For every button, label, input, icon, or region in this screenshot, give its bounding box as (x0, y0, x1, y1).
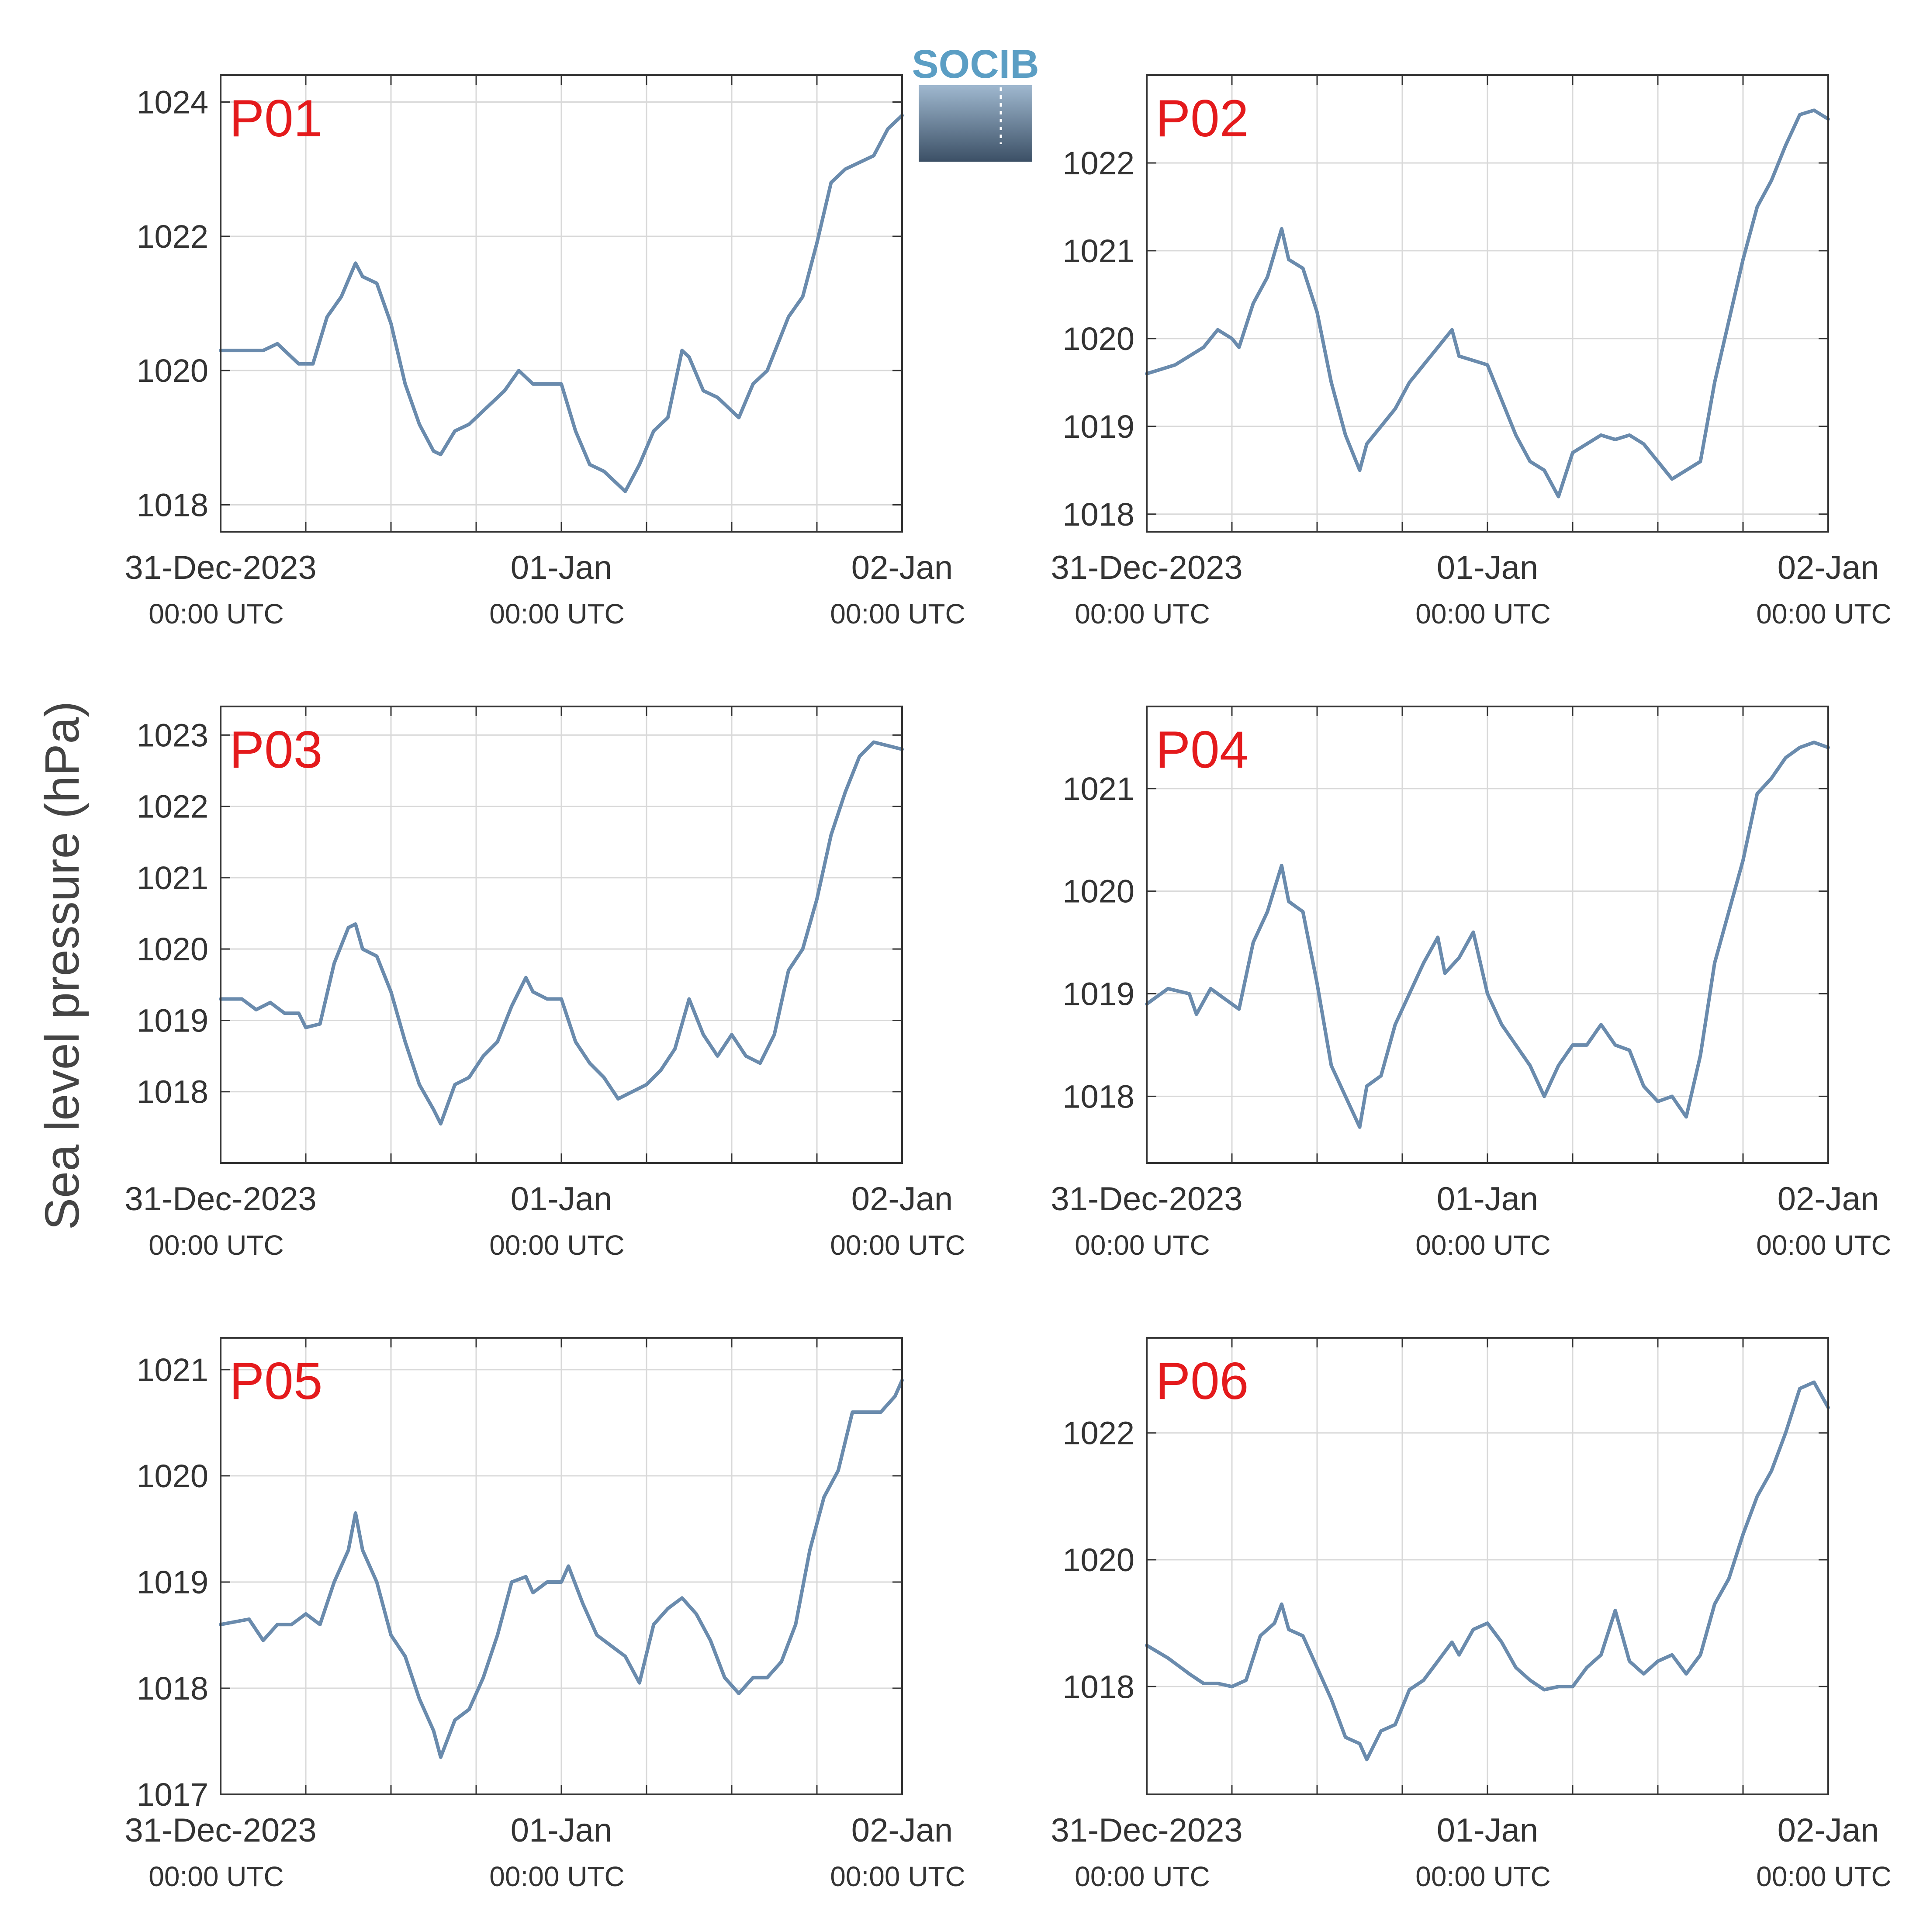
y-tick-label: 1021 (136, 860, 208, 896)
panel-label: P03 (229, 720, 323, 779)
x-tick-label-date: 02-Jan (851, 549, 953, 586)
logo-block (919, 85, 1032, 162)
y-tick-label: 1018 (136, 1074, 208, 1110)
series-line (1145, 1380, 1830, 1762)
x-tick-label-time: 00:00 UTC (149, 598, 284, 630)
x-tick-label-time: 00:00 UTC (1415, 1229, 1550, 1261)
y-tick-label: 1024 (136, 84, 208, 120)
y-tick-label: 1019 (136, 1002, 208, 1039)
axes-frame (220, 74, 903, 533)
x-tick-label-time: 00:00 UTC (1415, 1861, 1550, 1892)
y-tick-label: 1019 (1062, 409, 1134, 445)
x-tick-label-date: 02-Jan (1778, 549, 1879, 586)
panel-label: P05 (229, 1352, 323, 1410)
x-tick-label-date: 01-Jan (1437, 549, 1538, 586)
x-tick-label-date: 02-Jan (1778, 1812, 1879, 1849)
panel-p04: 1018 1019 1020 1021 P04 31-Dec-2023 00:00 UTC 0… (1051, 706, 1892, 1261)
x-tick-label-time: 00:00 UTC (830, 598, 965, 630)
y-tick-label: 1020 (1062, 321, 1134, 357)
y-tick-label: 1021 (1062, 771, 1134, 807)
panel-label: P06 (1155, 1352, 1249, 1410)
panel-label: P04 (1155, 720, 1249, 779)
series-line (1145, 108, 1830, 499)
x-tick-label-date: 02-Jan (1778, 1181, 1879, 1218)
x-tick-label-date: 02-Jan (851, 1181, 953, 1218)
x-tick-label-time: 00:00 UTC (489, 598, 624, 630)
y-axis-label: Sea level pressure (hPa) (35, 701, 89, 1230)
x-tick-label-time: 00:00 UTC (830, 1229, 965, 1261)
y-tick-label: 1018 (136, 1670, 208, 1707)
x-tick-label-date: 01-Jan (511, 1812, 612, 1849)
x-tick-label-time: 00:00 UTC (1756, 1229, 1891, 1261)
x-tick-label-time: 00:00 UTC (1756, 598, 1891, 630)
panels: 1018 1020 1022 1024 P01 31-Dec-2023 00:00 UTC 0… (125, 74, 1892, 1892)
axes-frame (1146, 706, 1829, 1164)
y-tick-label: 1021 (1062, 233, 1134, 269)
x-tick-label-time: 00:00 UTC (1075, 1861, 1210, 1892)
axes-frame (220, 706, 903, 1164)
x-tick-label-date: 31-Dec-2023 (125, 1181, 316, 1218)
y-tick-label: 1022 (136, 218, 208, 255)
y-tick-label: 1020 (136, 353, 208, 389)
panel-p03: 1018 1019 1020 1021 1022 1023 P03 31-Dec-2023 00… (125, 706, 965, 1261)
x-tick-label-date: 31-Dec-2023 (1051, 1812, 1242, 1849)
x-tick-label-date: 01-Jan (511, 549, 612, 586)
logo-text: SOCIB (912, 42, 1039, 87)
y-tick-label: 1018 (1062, 1669, 1134, 1705)
y-tick-label: 1019 (136, 1564, 208, 1600)
x-tick-label-date: 02-Jan (851, 1812, 953, 1849)
x-tick-label-time: 00:00 UTC (489, 1861, 624, 1892)
x-tick-label-date: 31-Dec-2023 (1051, 549, 1242, 586)
y-tick-label: 1017 (136, 1776, 208, 1813)
x-tick-label-time: 00:00 UTC (1075, 598, 1210, 630)
axes-frame (220, 1337, 903, 1795)
x-tick-label-time: 00:00 UTC (1756, 1861, 1891, 1892)
panel-label: P01 (229, 89, 323, 148)
y-tick-label: 1018 (136, 487, 208, 523)
y-tick-label: 1019 (1062, 976, 1134, 1012)
x-tick-label-date: 31-Dec-2023 (125, 1812, 316, 1849)
series-line (219, 1378, 904, 1759)
x-tick-label-time: 00:00 UTC (149, 1229, 284, 1261)
panel-p02: 1018 1019 1020 1021 1022 P02 31-Dec-2023 00:00 … (1051, 74, 1892, 630)
panel-p06: 1018 1020 1022 P06 31-Dec-2023 00:00 UTC 01-Ja… (1051, 1337, 1892, 1892)
axes-frame (1146, 1337, 1829, 1795)
y-tick-label: 1021 (136, 1352, 208, 1388)
series-line (1145, 741, 1830, 1129)
y-tick-label: 1018 (1062, 496, 1134, 533)
x-tick-label-time: 00:00 UTC (1415, 598, 1550, 630)
y-tick-label: 1020 (1062, 873, 1134, 910)
x-tick-label-date: 01-Jan (1437, 1812, 1538, 1849)
panel-label: P02 (1155, 89, 1249, 148)
y-tick-label: 1023 (136, 717, 208, 753)
panel-p01: 1018 1020 1022 1024 P01 31-Dec-2023 00:00 UTC 0… (125, 74, 965, 630)
y-tick-label: 1022 (136, 789, 208, 825)
x-tick-label-date: 01-Jan (511, 1181, 612, 1218)
y-tick-label: 1020 (136, 931, 208, 967)
socib-logo: SOCIB (912, 42, 1039, 162)
y-tick-label: 1020 (1062, 1542, 1134, 1578)
x-tick-label-time: 00:00 UTC (149, 1861, 284, 1892)
x-tick-label-date: 31-Dec-2023 (1051, 1181, 1242, 1218)
y-tick-label: 1022 (1062, 145, 1134, 181)
x-tick-label-date: 01-Jan (1437, 1181, 1538, 1218)
axes-frame (1146, 74, 1829, 533)
x-tick-label-time: 00:00 UTC (830, 1861, 965, 1892)
x-tick-label-date: 31-Dec-2023 (125, 549, 316, 586)
x-tick-label-time: 00:00 UTC (1075, 1229, 1210, 1261)
x-tick-label-time: 00:00 UTC (489, 1229, 624, 1261)
y-tick-label: 1018 (1062, 1078, 1134, 1115)
y-tick-label: 1022 (1062, 1415, 1134, 1451)
series-line (219, 740, 904, 1126)
panel-p05: 1017 1018 1019 1020 1021 P05 31-Dec-2023 00:00 … (125, 1337, 965, 1892)
series-line (219, 114, 904, 493)
y-tick-label: 1020 (136, 1458, 208, 1494)
